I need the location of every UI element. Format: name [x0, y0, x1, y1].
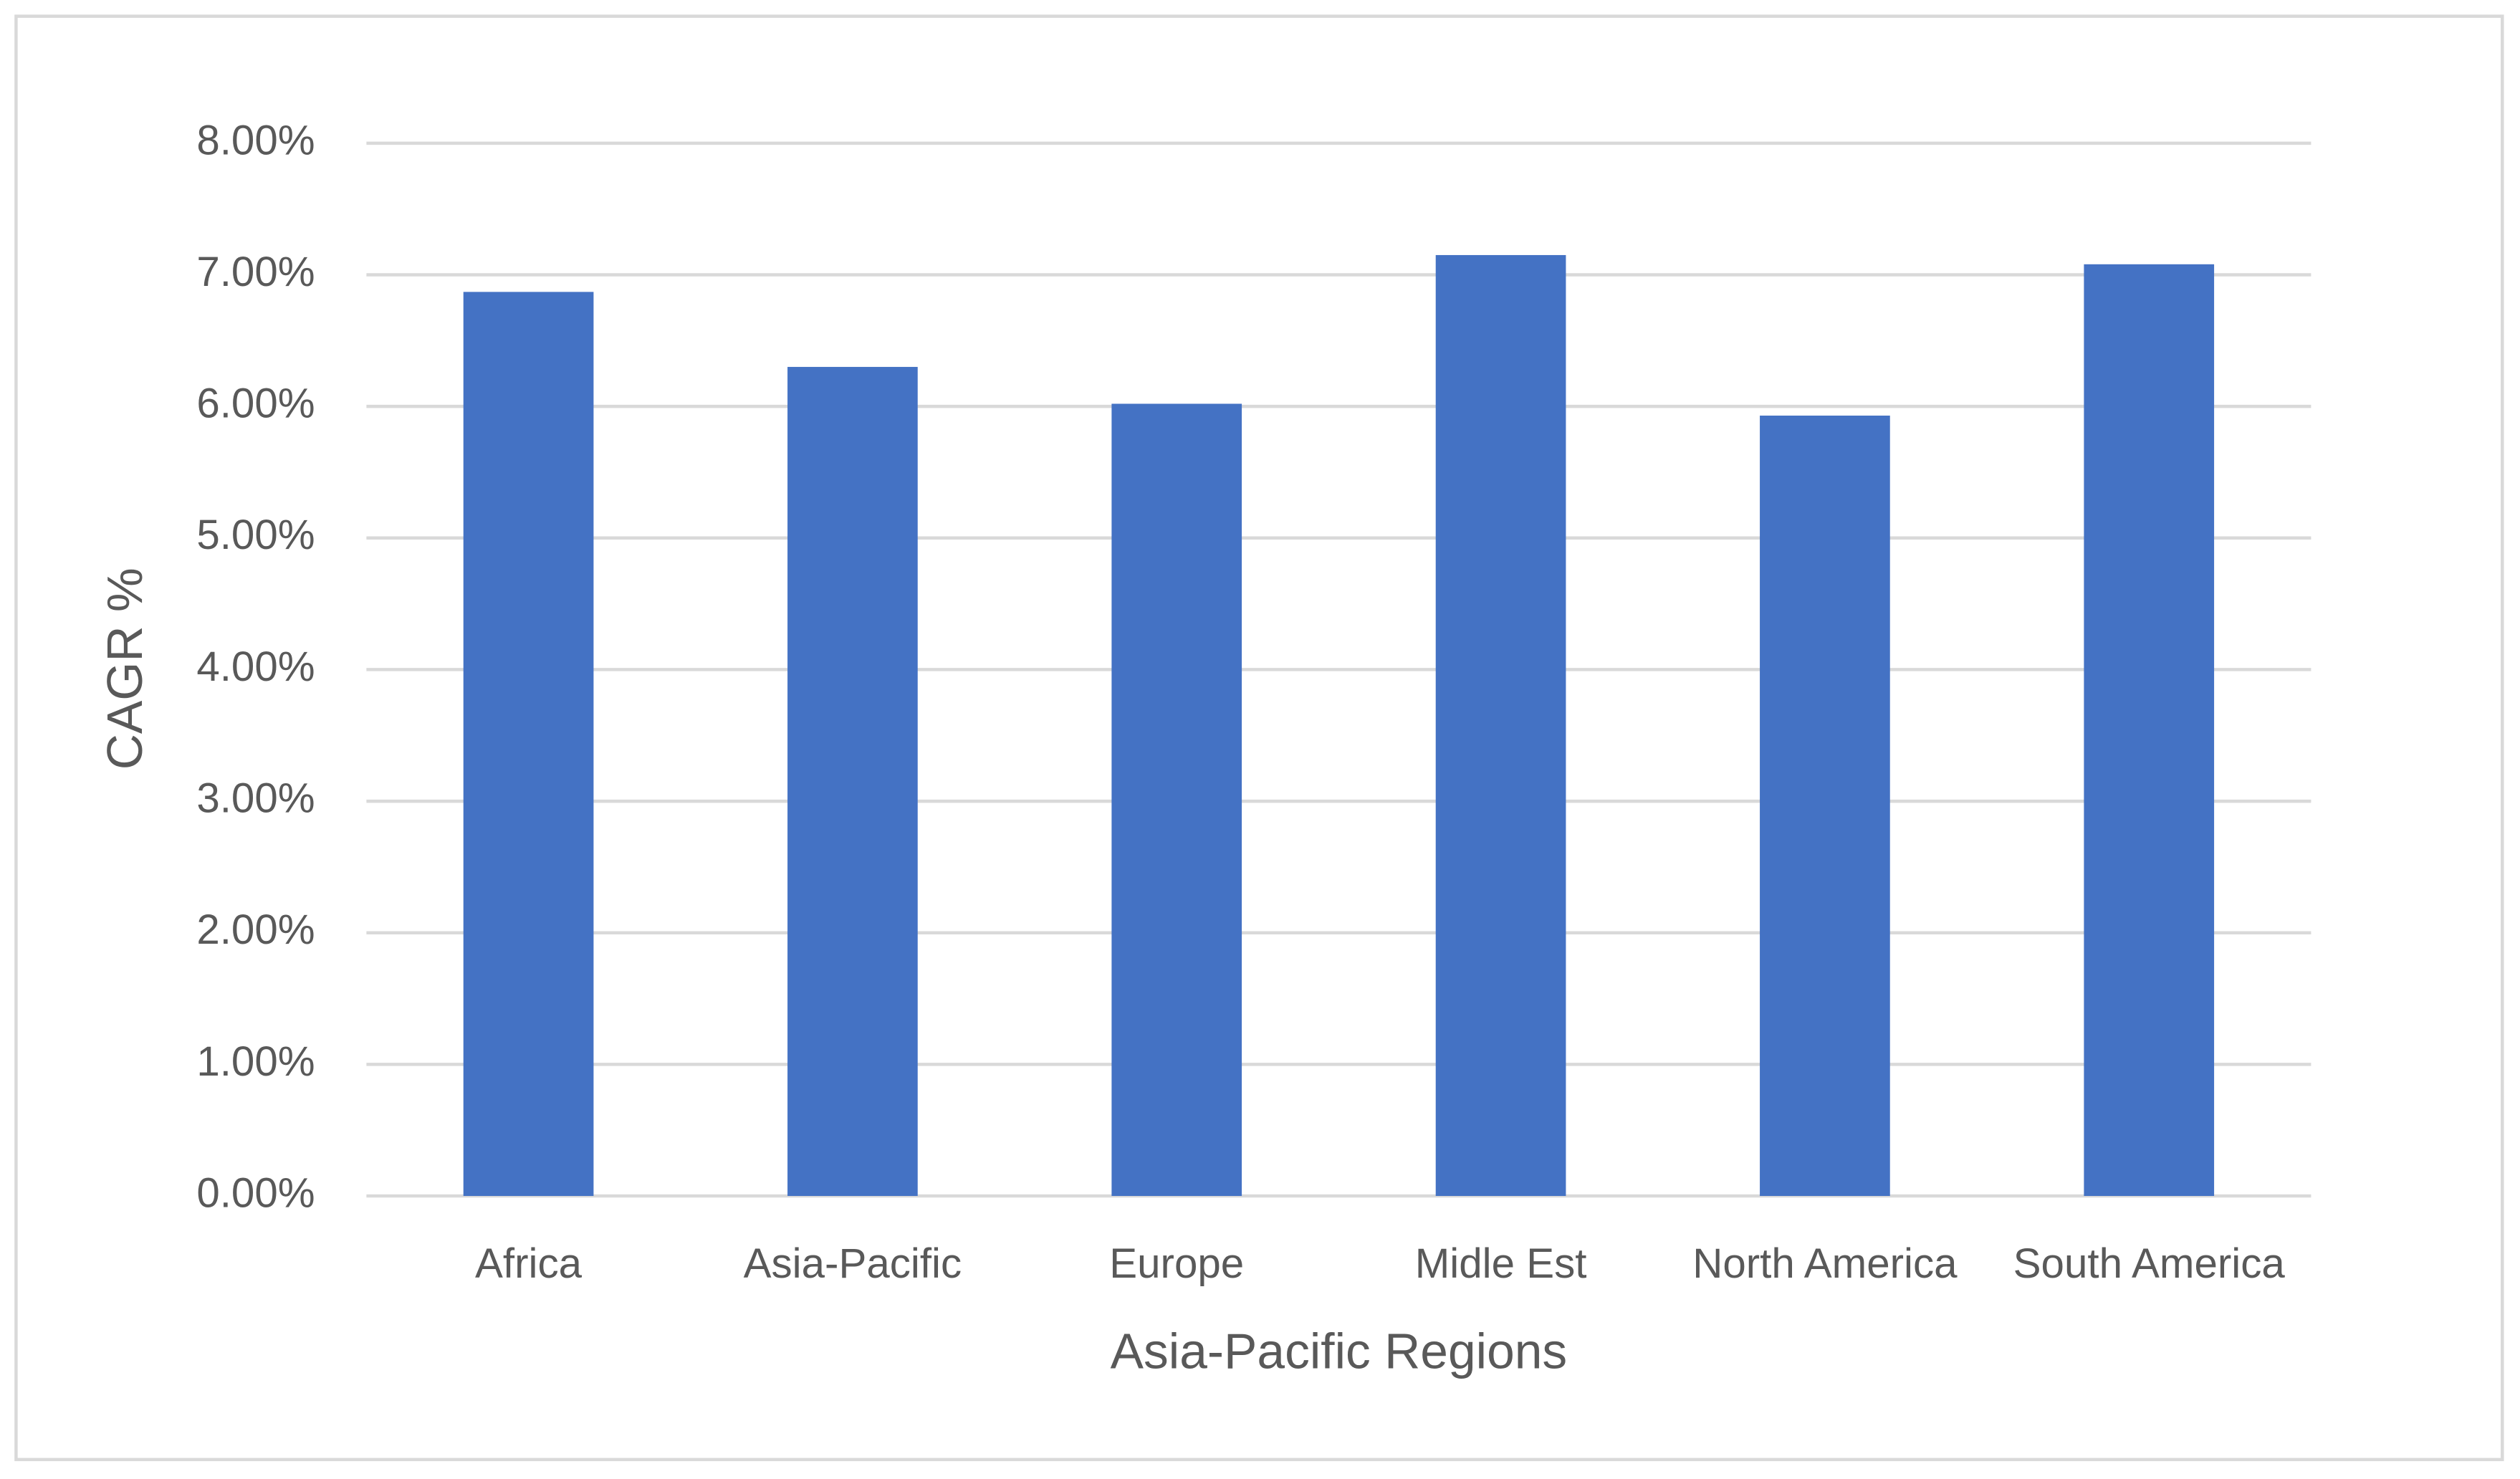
y-tick-label: 1.00% — [196, 1038, 315, 1085]
x-tick-label: Africa — [475, 1240, 583, 1287]
x-tick-label: Midle Est — [1415, 1240, 1587, 1287]
bar — [1111, 403, 1242, 1197]
y-tick-label: 7.00% — [196, 249, 315, 295]
bar — [1760, 415, 1890, 1197]
y-tick-label: 0.00% — [196, 1169, 315, 1216]
bar — [1435, 254, 1566, 1197]
y-tick-label: 8.00% — [196, 117, 315, 163]
bar — [787, 367, 918, 1197]
bar — [2084, 264, 2215, 1197]
x-tick-label: Europe — [1109, 1240, 1244, 1287]
y-tick-label: 6.00% — [196, 380, 315, 427]
x-tick-label: North America — [1692, 1240, 1958, 1287]
x-tick-label: South America — [2013, 1240, 2286, 1287]
y-axis-title: CAGR % — [97, 568, 153, 770]
y-tick-label: 5.00% — [196, 512, 315, 558]
x-tick-label: Asia-Pacific — [744, 1240, 962, 1287]
y-tick-label: 3.00% — [196, 775, 315, 821]
y-tick-label: 4.00% — [196, 643, 315, 690]
x-axis-title: Asia-Pacific Regions — [1111, 1323, 1568, 1379]
bar — [463, 292, 594, 1197]
y-tick-label: 2.00% — [196, 906, 315, 953]
